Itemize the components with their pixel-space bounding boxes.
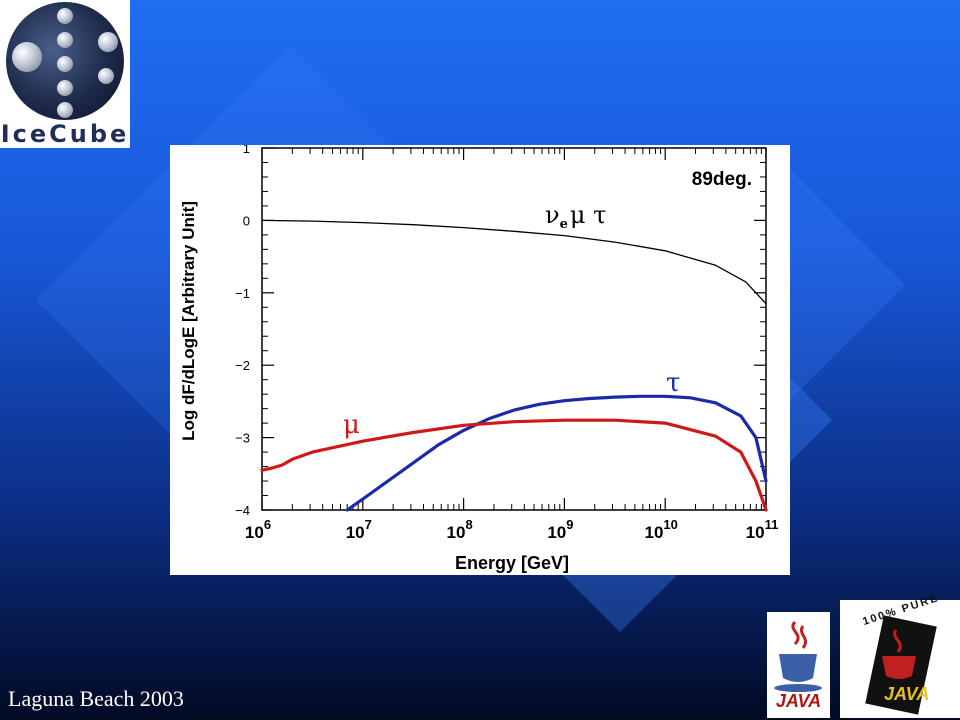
y-tick-label: 1 (243, 145, 250, 156)
x-tick-label: 109 (547, 517, 573, 542)
x-tick-label: 1011 (746, 517, 779, 542)
java-pure-badge: 100% PURE JAVA (840, 592, 960, 718)
sensor-orb-icon (98, 68, 114, 84)
x-axis-label: Energy [GeV] (455, 553, 569, 573)
icecube-logo: IceCube (0, 0, 130, 148)
chart-panel: 106 107 108 109 1010 1011 1 0 −1 −2 −3 −4 νeμ τ τ μ 89d… (170, 145, 790, 575)
sensor-orb-icon (57, 80, 73, 96)
java-cup-icon (774, 620, 822, 692)
y-tick-label: −4 (235, 503, 250, 518)
java-logo-badge: JAVA (767, 612, 830, 718)
java-cup-icon (882, 629, 916, 679)
y-tick-label: −1 (235, 286, 250, 301)
y-tick-label: 0 (243, 213, 250, 228)
mu-curve (260, 418, 768, 512)
sensor-orb-icon (57, 56, 73, 72)
y-axis-label: Log dF/dLogE [Arbitrary Unit] (179, 201, 198, 441)
series-label-nu: νeμ τ (545, 201, 606, 232)
flux-chart: 106 107 108 109 1010 1011 1 0 −1 −2 −3 −4 νeμ τ τ μ 89d… (179, 145, 779, 573)
chart-title: 89deg. (692, 169, 752, 190)
sensor-orb-icon (98, 32, 118, 52)
tau-curve (345, 394, 768, 512)
nu-emu-tau-curve (261, 219, 767, 305)
x-tick-label: 107 (346, 517, 372, 542)
y-tick-label: −2 (235, 358, 250, 373)
series-label-tau: τ (666, 368, 680, 398)
x-tick-label: 106 (245, 517, 271, 542)
series-label-mu: μ (343, 410, 360, 440)
plot-frame (261, 147, 767, 511)
icecube-logo-icon (6, 2, 124, 120)
sensor-orb-icon (57, 8, 73, 24)
java-pure-label: JAVA (884, 684, 930, 704)
java-label: JAVA (775, 691, 822, 711)
sensor-orb-icon (57, 102, 73, 118)
logo-text: IceCube (0, 120, 130, 148)
y-tick-label: −3 (235, 431, 250, 446)
x-tick-label: 108 (447, 517, 473, 542)
sensor-orb-icon (12, 42, 42, 72)
x-tick-label: 1010 (645, 517, 678, 542)
footer-text: Laguna Beach 2003 (8, 686, 184, 711)
sensor-orb-icon (57, 32, 73, 48)
